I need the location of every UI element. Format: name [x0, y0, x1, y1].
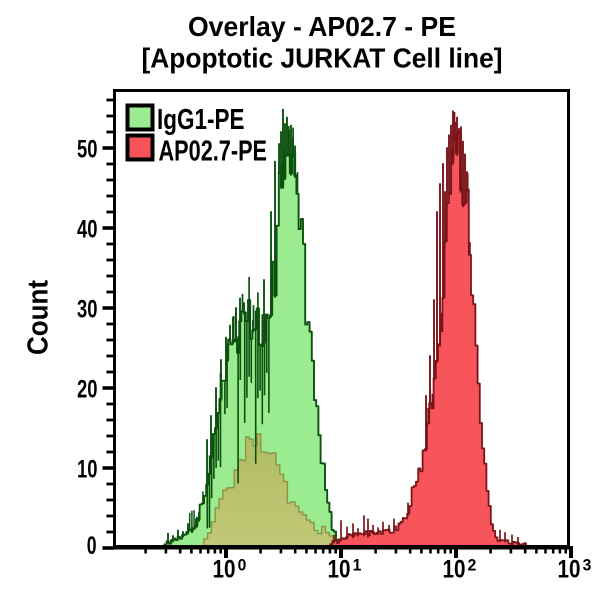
- svg-text:IgG1-PE: IgG1-PE: [157, 104, 245, 136]
- svg-text:20: 20: [77, 375, 98, 403]
- svg-text:50: 50: [77, 135, 98, 163]
- svg-text:0: 0: [87, 532, 97, 560]
- svg-text:1: 1: [353, 556, 362, 575]
- svg-text:10: 10: [328, 556, 351, 584]
- svg-text:10: 10: [213, 556, 236, 584]
- svg-text:3: 3: [583, 556, 592, 575]
- svg-text:Overlay - AP02.7 - PE: Overlay - AP02.7 - PE: [188, 11, 456, 42]
- svg-text:10: 10: [558, 556, 581, 584]
- svg-text:40: 40: [77, 215, 98, 243]
- svg-text:10: 10: [443, 556, 466, 584]
- svg-text:0: 0: [238, 556, 247, 575]
- svg-text:[Apoptotic JURKAT Cell line]: [Apoptotic JURKAT Cell line]: [142, 43, 503, 74]
- svg-text:Count: Count: [23, 280, 55, 355]
- svg-text:10: 10: [77, 455, 98, 483]
- svg-text:30: 30: [77, 295, 98, 323]
- svg-text:AP02.7-PE: AP02.7-PE: [159, 136, 268, 168]
- svg-text:2: 2: [468, 556, 477, 575]
